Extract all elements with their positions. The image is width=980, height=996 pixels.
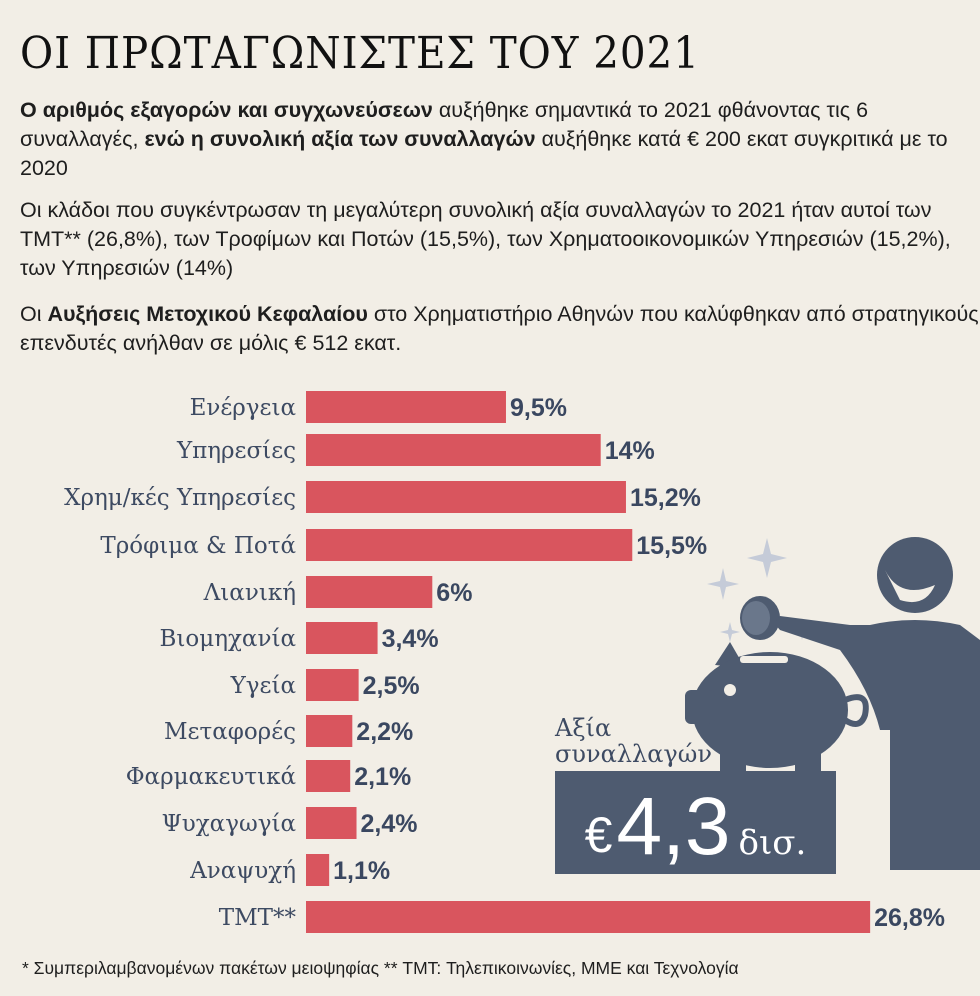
bold-phrase: Ο αριθμός εξαγορών και συγχωνεύσεων — [20, 98, 433, 122]
bold-phrase: Αυξήσεις Μετοχικού Κεφαλαίου — [47, 302, 368, 326]
text-phrase: Οι κλάδοι που συγκέντρωσαν τη μεγαλύτερη… — [20, 198, 951, 280]
category-label: Μεταφορές — [164, 719, 296, 745]
text-phrase: στο Χρηματιστήριο Αθηνών που καλύφθηκαν … — [20, 302, 979, 355]
bar — [306, 901, 871, 933]
sparkle-icon — [747, 538, 787, 578]
total-value: 4,3 — [616, 781, 731, 872]
intro-paragraph-sectors: Οι κλάδοι που συγκέντρωσαν τη μεγαλύτερη… — [20, 196, 980, 283]
value-caption-line: Αξία — [555, 714, 612, 742]
investor-illustration — [685, 537, 980, 870]
bar — [306, 622, 378, 654]
value-caption: Αξία συναλλαγών — [555, 714, 712, 768]
bar — [306, 529, 633, 561]
value-label: 9,5% — [510, 394, 567, 422]
value-label: 26,8% — [874, 904, 945, 932]
bar — [306, 760, 351, 792]
value-label: 2,2% — [356, 718, 413, 746]
bar — [306, 434, 601, 466]
sparkle-icon — [720, 622, 740, 642]
value-label: 15,2% — [630, 484, 701, 512]
bold-phrase: ενώ η συνολική αξία των συναλλαγών — [144, 127, 536, 151]
page-title: ΟΙ ΠΡΩΤΑΓΩΝΙΣΤΕΣ ΤΟΥ 2021 — [20, 28, 700, 79]
intro-paragraph-deals: Ο αριθμός εξαγορών και συγχωνεύσεων αυξή… — [20, 96, 980, 183]
currency-symbol: € — [584, 807, 613, 863]
category-label: Υγεία — [230, 673, 296, 699]
category-label: Ψυχαγωγία — [162, 811, 296, 837]
total-value-box: € 4,3 δισ. — [555, 771, 836, 874]
person-icon — [776, 537, 980, 870]
text-phrase: Οι — [20, 302, 48, 326]
bar — [306, 854, 330, 886]
bar — [306, 481, 626, 513]
category-label: Ενέργεια — [190, 395, 296, 421]
value-label: 1,1% — [333, 857, 390, 885]
bar — [306, 576, 433, 608]
coin-icon — [740, 596, 780, 640]
category-label: Αναψυχή — [189, 858, 296, 884]
bar — [306, 715, 353, 747]
value-unit: δισ. — [738, 823, 807, 863]
text-phrase: αυξήθηκε κατά € 200 εκατ συγκριτικά με τ… — [20, 127, 948, 180]
category-label: Βιομηχανία — [160, 626, 297, 652]
category-label: Χρημ/κές Υπηρεσίες — [64, 485, 296, 511]
value-caption-line: συναλλαγών — [555, 740, 712, 768]
value-label: 2,4% — [361, 810, 418, 838]
category-label: Τρόφιμα & Ποτά — [100, 533, 296, 559]
intro-paragraph-capital: Οι Αυξήσεις Μετοχικού Κεφαλαίου στο Χρημ… — [20, 300, 980, 358]
value-label: 15,5% — [636, 532, 707, 560]
value-label: 14% — [605, 437, 655, 465]
value-label: 2,5% — [363, 672, 420, 700]
text-phrase: αυξήθηκε σημαντικά το 2021 φθάνοντας τις… — [20, 98, 869, 151]
category-label: TMT** — [219, 905, 297, 931]
value-label: 3,4% — [382, 625, 439, 653]
bar — [306, 391, 506, 423]
sparkle-icon — [707, 568, 739, 600]
value-label: 6% — [436, 579, 472, 607]
category-label: Υπηρεσίες — [176, 438, 296, 464]
category-label: Φαρμακευτικά — [126, 764, 296, 790]
value-label: 2,1% — [354, 763, 411, 791]
category-label: Λιανική — [203, 580, 296, 606]
piggy-bank-icon — [685, 642, 869, 775]
footnote: * Συμπεριλαμβανομένων πακέτων μειοψηφίας… — [22, 958, 739, 978]
bar — [306, 807, 357, 839]
bar — [306, 669, 359, 701]
